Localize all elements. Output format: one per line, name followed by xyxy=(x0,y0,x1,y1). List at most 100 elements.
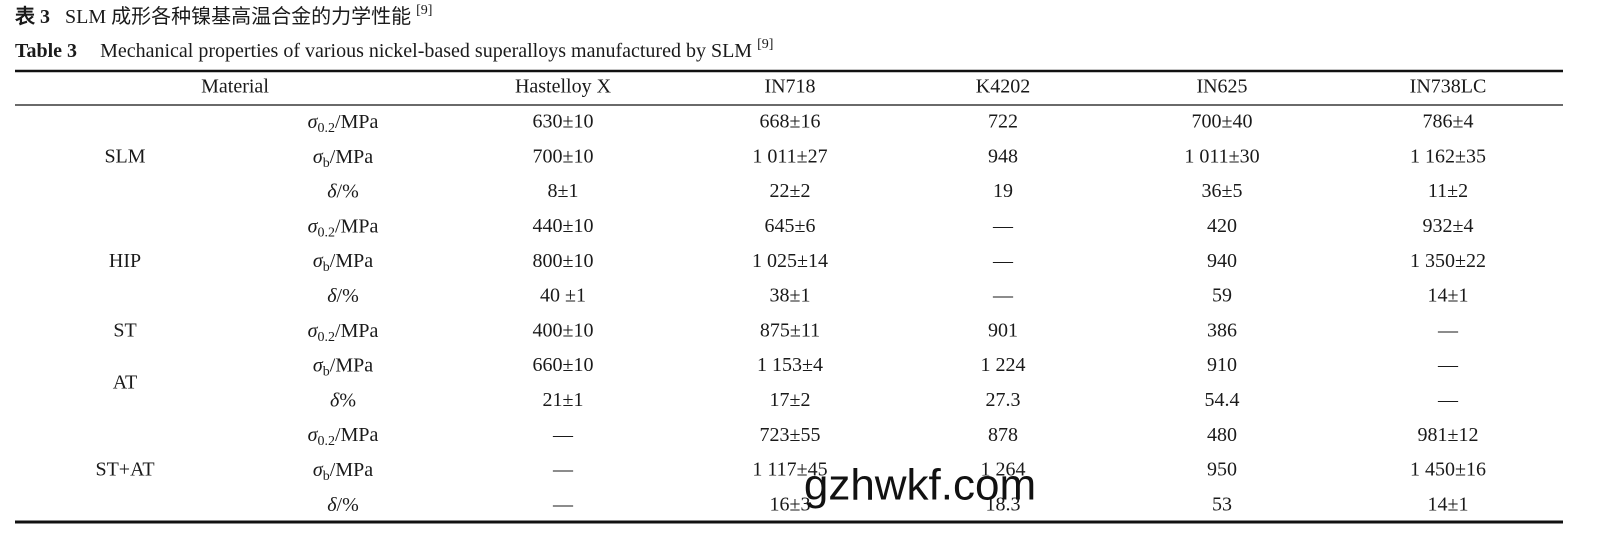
property-subscript: b xyxy=(323,156,330,171)
cell: 948 xyxy=(988,145,1018,167)
column-header: IN738LC xyxy=(1410,76,1487,98)
cell: 700±10 xyxy=(533,145,594,167)
property-symbol: δ xyxy=(327,493,337,515)
property-symbol: σ xyxy=(308,319,319,341)
cell: 40 ±1 xyxy=(540,285,586,307)
property: σ0.2/MPa xyxy=(308,111,379,137)
watermark: gzhwkf.com xyxy=(804,461,1036,510)
property-symbol: δ xyxy=(330,389,340,411)
cell: 1 011±30 xyxy=(1184,145,1259,167)
property-subscript: 0.2 xyxy=(318,226,336,241)
property-subscript: 0.2 xyxy=(318,330,336,345)
column-header: K4202 xyxy=(976,76,1030,98)
cell: 8±1 xyxy=(548,180,579,202)
cell: 38±1 xyxy=(770,285,811,307)
property-unit: /% xyxy=(337,285,359,307)
cell: 1 117±45 xyxy=(752,459,827,481)
property-unit: % xyxy=(339,389,356,411)
cell: 878 xyxy=(988,424,1018,446)
column-header: Hastelloy X xyxy=(515,76,612,98)
cell: 21±1 xyxy=(543,389,584,411)
cell: 59 xyxy=(1212,285,1232,307)
cell: 1 025±14 xyxy=(752,250,828,272)
cell: 1 011±27 xyxy=(752,145,827,167)
property-subscript: b xyxy=(323,260,330,275)
property-unit: /% xyxy=(337,493,359,515)
cell: 723±55 xyxy=(760,424,821,446)
cell: 786±4 xyxy=(1423,111,1474,133)
property: σ0.2/MPa xyxy=(308,424,379,450)
caption-label: Table 3 xyxy=(15,40,77,62)
cell: 386 xyxy=(1207,319,1237,341)
cell: 17±2 xyxy=(770,389,811,411)
cell: 630±10 xyxy=(533,111,594,133)
property-symbol: σ xyxy=(313,459,324,481)
property-unit: /MPa xyxy=(335,111,378,133)
cell: — xyxy=(1437,319,1459,341)
cell: 950 xyxy=(1207,459,1237,481)
cell: 800±10 xyxy=(533,250,594,272)
caption-text: Mechanical properties of various nickel-… xyxy=(100,40,752,62)
cell: 1 450±16 xyxy=(1410,459,1486,481)
caption-en: Table 3 Mechanical properties of various… xyxy=(15,37,773,61)
property-symbol: σ xyxy=(313,145,324,167)
cell: 932±4 xyxy=(1423,215,1474,237)
cell: — xyxy=(992,285,1014,307)
cell: 1 224 xyxy=(981,354,1026,376)
property-subscript: 0.2 xyxy=(318,121,336,136)
cell: 875±11 xyxy=(760,319,820,341)
property-subscript: b xyxy=(323,365,330,380)
cell: 645±6 xyxy=(765,215,816,237)
cell: 940 xyxy=(1207,250,1237,272)
property-symbol: δ xyxy=(327,180,337,202)
property-unit: /MPa xyxy=(330,145,373,167)
property-subscript: b xyxy=(323,469,330,484)
cell: 420 xyxy=(1207,215,1237,237)
property: δ/% xyxy=(327,285,359,307)
group-label: AT xyxy=(113,372,137,394)
cell: 480 xyxy=(1207,424,1237,446)
property-symbol: σ xyxy=(313,354,324,376)
cell: 901 xyxy=(988,319,1018,341)
cell: 54.4 xyxy=(1205,389,1240,411)
cell: 1 350±22 xyxy=(1410,250,1486,272)
property: δ% xyxy=(330,389,356,411)
cell: 910 xyxy=(1207,354,1237,376)
cell: 19 xyxy=(993,180,1013,202)
cell: 14±1 xyxy=(1428,493,1469,515)
cell: 981±12 xyxy=(1418,424,1479,446)
cell: 11±2 xyxy=(1428,180,1468,202)
cell: 668±16 xyxy=(760,111,821,133)
cell: 700±40 xyxy=(1192,111,1253,133)
caption-text: SLM 成形各种镍基高温合金的力学性能 xyxy=(65,5,411,28)
property-symbol: σ xyxy=(313,250,324,272)
group-label: ST+AT xyxy=(95,459,154,481)
property-symbol: σ xyxy=(308,111,319,133)
group-label: SLM xyxy=(104,145,145,167)
property: σ0.2/MPa xyxy=(308,319,379,345)
cell: — xyxy=(992,250,1014,272)
cell: — xyxy=(1437,354,1459,376)
property-unit: /MPa xyxy=(335,319,378,341)
cell: 22±2 xyxy=(770,180,811,202)
property-symbol: σ xyxy=(308,215,319,237)
caption-ref: [9] xyxy=(416,3,432,18)
property: σ0.2/MPa xyxy=(308,215,379,241)
property: σb/MPa xyxy=(313,250,373,276)
cell: 722 xyxy=(988,111,1018,133)
cell: 400±10 xyxy=(533,319,594,341)
property: δ/% xyxy=(327,493,359,515)
cell: 16±3 xyxy=(770,493,811,515)
caption-cn: 表 3 SLM 成形各种镍基高温合金的力学性能 [9] xyxy=(15,3,432,27)
property-symbol: δ xyxy=(327,285,337,307)
property-unit: /% xyxy=(337,180,359,202)
cell: 1 153±4 xyxy=(757,354,823,376)
cell: 1 264 xyxy=(981,459,1026,481)
property-unit: /MPa xyxy=(330,459,373,481)
cell: 36±5 xyxy=(1202,180,1243,202)
caption-ref: [9] xyxy=(757,37,773,52)
property: σb/MPa xyxy=(313,145,373,171)
property-unit: /MPa xyxy=(335,215,378,237)
